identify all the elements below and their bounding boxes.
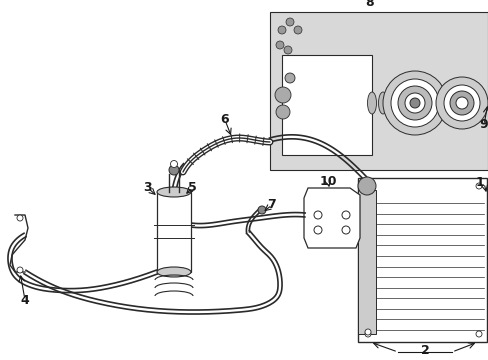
Text: 1: 1 <box>474 176 483 189</box>
Circle shape <box>409 98 419 108</box>
Circle shape <box>341 226 349 234</box>
Text: 6: 6 <box>220 113 229 126</box>
Text: 9: 9 <box>479 118 488 131</box>
Circle shape <box>313 211 321 219</box>
Circle shape <box>258 206 265 214</box>
Circle shape <box>449 91 473 115</box>
Circle shape <box>404 93 424 113</box>
Circle shape <box>357 177 375 195</box>
Text: 8: 8 <box>365 0 373 9</box>
Ellipse shape <box>157 267 191 277</box>
Text: 3: 3 <box>143 181 152 194</box>
Circle shape <box>17 215 23 221</box>
Text: 5: 5 <box>187 181 196 194</box>
Circle shape <box>390 79 438 127</box>
Circle shape <box>169 165 179 175</box>
Circle shape <box>293 26 302 34</box>
Circle shape <box>475 183 481 189</box>
Ellipse shape <box>378 92 386 114</box>
Polygon shape <box>304 188 359 248</box>
Circle shape <box>475 331 481 337</box>
Text: 10: 10 <box>319 175 336 189</box>
Circle shape <box>285 18 293 26</box>
Ellipse shape <box>157 187 191 197</box>
Circle shape <box>284 46 291 54</box>
Circle shape <box>382 71 446 135</box>
FancyBboxPatch shape <box>157 192 191 272</box>
Ellipse shape <box>367 92 376 114</box>
Text: 2: 2 <box>420 343 428 356</box>
Ellipse shape <box>389 92 398 114</box>
FancyBboxPatch shape <box>282 55 371 155</box>
Circle shape <box>275 105 289 119</box>
Circle shape <box>341 211 349 219</box>
Text: 4: 4 <box>20 293 29 306</box>
Circle shape <box>364 329 370 335</box>
Text: 7: 7 <box>267 198 276 211</box>
Circle shape <box>364 331 370 337</box>
FancyBboxPatch shape <box>357 178 486 342</box>
Circle shape <box>278 26 285 34</box>
Circle shape <box>435 77 487 129</box>
Circle shape <box>285 73 294 83</box>
FancyBboxPatch shape <box>357 190 375 334</box>
Circle shape <box>443 85 479 121</box>
Circle shape <box>274 87 290 103</box>
Circle shape <box>275 41 284 49</box>
Circle shape <box>170 161 177 167</box>
Circle shape <box>313 226 321 234</box>
FancyBboxPatch shape <box>269 12 487 170</box>
Circle shape <box>17 267 23 273</box>
Circle shape <box>455 97 467 109</box>
Circle shape <box>397 86 431 120</box>
